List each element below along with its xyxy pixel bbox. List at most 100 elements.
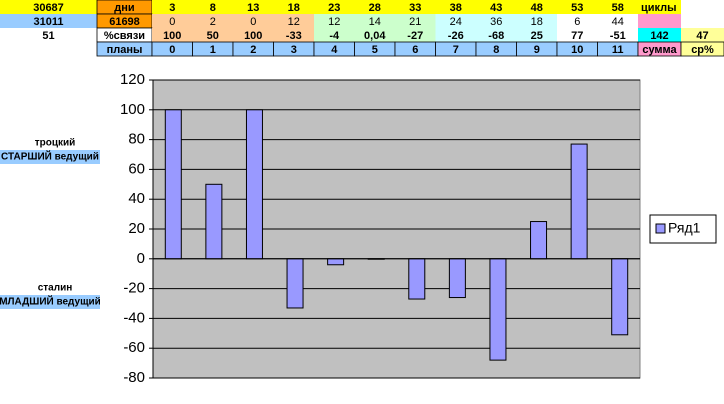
cell-bg	[557, 0, 598, 14]
y-tick-label: 80	[128, 131, 145, 148]
cell-text: -4	[329, 30, 340, 42]
cell-bg	[395, 0, 436, 14]
cell-bg	[681, 0, 724, 14]
cell-text: -27	[407, 30, 423, 42]
cell-text: 4	[331, 44, 338, 56]
cell-text: циклы	[641, 2, 677, 14]
cell-bg	[192, 0, 233, 14]
cell-text: -51	[610, 30, 626, 42]
cell-bg	[516, 14, 557, 28]
cell-bg	[638, 0, 681, 14]
bar	[327, 258, 345, 266]
cell-bg	[597, 28, 638, 42]
cell-bg	[273, 0, 314, 14]
cell-text: 6	[574, 16, 580, 28]
cell-bg	[192, 14, 233, 28]
cell-bg	[516, 0, 557, 14]
legend-label: Ряд1	[668, 220, 701, 236]
cell-bg	[0, 28, 97, 42]
cell-text: -33	[286, 30, 302, 42]
cell-text: 18	[531, 16, 543, 28]
cell-text: 100	[163, 30, 181, 42]
role-bg	[0, 150, 100, 164]
cell-text: 61698	[109, 16, 140, 28]
cell-bg	[680, 41, 724, 57]
cell-text: 33	[409, 2, 421, 14]
cell-text: планы	[107, 44, 143, 56]
cell-bg	[314, 0, 355, 14]
legend-swatch	[655, 223, 666, 234]
cell-bg	[0, 42, 97, 56]
person-name: троцкий	[35, 138, 76, 149]
y-tick-label: 100	[120, 101, 145, 118]
y-tick-label: 40	[128, 190, 145, 207]
bar	[611, 258, 629, 336]
cell-bg	[476, 28, 517, 42]
cell-bg	[273, 14, 314, 28]
legend-box	[649, 214, 717, 244]
cell-text: -68	[488, 30, 504, 42]
cell-bg	[354, 28, 395, 42]
cell-text: 50	[207, 30, 219, 42]
y-tick-label: 60	[128, 160, 145, 177]
cell-text: 58	[612, 2, 624, 14]
bar	[408, 258, 426, 300]
y-tick-label: -20	[123, 280, 145, 297]
cell-text: 0	[169, 16, 175, 28]
cell-text: %связи	[104, 30, 145, 42]
cell-bg	[476, 0, 517, 14]
cell-text: 51	[42, 30, 54, 42]
cell-bg	[557, 28, 598, 42]
cell-text: 31011	[34, 16, 64, 28]
person-role: СТАРШИЙ ведущий	[1, 150, 99, 163]
cell-text: 11	[612, 44, 624, 56]
cell-bg	[152, 28, 193, 42]
cell-text: 28	[369, 2, 381, 14]
cell-text: 12	[288, 16, 300, 28]
cell-text: 7	[453, 44, 459, 56]
y-tick-label: 120	[120, 71, 145, 88]
cell-text: 3	[291, 44, 297, 56]
cell-text: 2	[210, 16, 216, 28]
cell-bg	[233, 0, 274, 14]
cell-text: 9	[534, 44, 540, 56]
cell-bg	[314, 14, 355, 28]
bar	[570, 143, 588, 260]
cell-bg	[314, 28, 355, 42]
cell-text: 6	[412, 44, 418, 56]
cell-bg	[192, 28, 233, 42]
cell-text: 8	[210, 2, 216, 14]
cell-bg	[597, 0, 638, 14]
cell-text: 2	[250, 44, 256, 56]
cell-bg	[0, 0, 97, 14]
cell-bg	[516, 28, 557, 42]
cell-text: 142	[650, 30, 668, 42]
cell-text: 3	[169, 2, 175, 14]
cell-text: 23	[328, 2, 340, 14]
cell-bg	[354, 0, 395, 14]
cell-text: 24	[450, 16, 462, 28]
cell-bg	[681, 14, 724, 28]
cell-text: 44	[612, 16, 624, 28]
cell-text: 77	[571, 30, 583, 42]
cell-bg	[638, 14, 681, 28]
cell-bg	[152, 14, 193, 28]
bar	[286, 258, 304, 309]
cell-text: 21	[409, 16, 421, 28]
cell-bg	[435, 0, 476, 14]
cell-text: 10	[571, 44, 583, 56]
bar	[245, 109, 263, 260]
bar	[489, 258, 507, 361]
cell-bg	[557, 14, 598, 28]
y-tick-label: 20	[128, 220, 145, 237]
bar	[530, 221, 548, 260]
cell-text: 25	[531, 30, 543, 42]
cell-bg	[152, 0, 193, 14]
cell-bg	[476, 14, 517, 28]
cell-text: ср%	[691, 44, 714, 56]
person-name: сталин	[38, 283, 73, 294]
cell-text: сумма	[642, 44, 677, 56]
bar	[164, 109, 182, 260]
